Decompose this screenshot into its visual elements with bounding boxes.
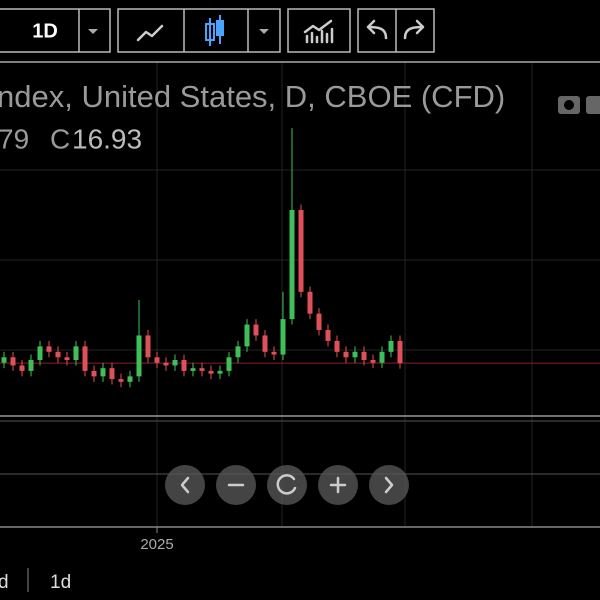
candle-body [370, 360, 376, 363]
candle-body [280, 319, 286, 355]
candle-body [73, 346, 79, 360]
candle-body [271, 351, 277, 355]
line-chart-icon[interactable] [136, 24, 164, 42]
candle-body [1, 357, 7, 363]
scroll-left-button[interactable] [165, 465, 205, 505]
candle-body [91, 370, 97, 377]
grid [0, 63, 600, 527]
candle-body [244, 324, 250, 347]
candle-body [55, 351, 61, 358]
reset-icon [276, 474, 297, 495]
candle-body [253, 324, 259, 336]
chevron [384, 476, 394, 494]
chart-type-group[interactable] [117, 8, 281, 53]
candle-body [217, 370, 223, 374]
close-value: 16.93 [72, 123, 142, 154]
candle-body [190, 368, 196, 371]
candle-icon[interactable] [205, 15, 224, 46]
candle-body [334, 340, 340, 352]
candles [0, 128, 600, 388]
zoom-controls [165, 465, 409, 505]
candle-body [397, 340, 403, 364]
toolbar: 1D [0, 8, 435, 53]
plus [329, 476, 347, 494]
candle-body [208, 370, 214, 374]
candle-body [46, 346, 52, 352]
range-button[interactable]: 1d [50, 572, 71, 593]
candle-body [262, 335, 268, 352]
undo-icon[interactable] [366, 19, 388, 40]
indicators-icon [303, 19, 334, 44]
candle-body [379, 351, 385, 363]
chevron [180, 476, 190, 494]
title-icons[interactable] [558, 96, 600, 114]
candle-body [235, 346, 241, 358]
legend-fragment: 79 [0, 123, 29, 154]
close-label: C [50, 123, 70, 154]
candle-body [136, 335, 142, 377]
dropdown-arrow[interactable] [88, 29, 98, 34]
candle-body [181, 360, 187, 371]
candle-body [352, 351, 358, 358]
candle-body [19, 365, 25, 371]
candle-body [316, 313, 322, 330]
candle-body [199, 368, 205, 371]
candle-body [289, 210, 295, 320]
candle-body [28, 360, 34, 371]
range-button[interactable]: d [0, 572, 9, 593]
candle-body [307, 291, 313, 314]
interval-label: 1D [32, 20, 58, 42]
candle-body [127, 376, 133, 382]
candle-body [109, 368, 115, 380]
scroll-right-button[interactable] [369, 465, 409, 505]
candle-body [325, 330, 331, 341]
candle-body [10, 357, 16, 366]
candle-body [82, 346, 88, 371]
reset-button[interactable] [267, 465, 307, 505]
x-tick-label: 2025 [140, 536, 173, 553]
redo-icon[interactable] [403, 19, 425, 40]
candle-body [361, 351, 367, 360]
candle-body [298, 210, 304, 292]
candle-body [100, 368, 106, 377]
candle-body [343, 351, 349, 358]
candle-body [118, 379, 124, 382]
symbol-title: ndex, United States, D, CBOE (CFD) [0, 79, 505, 114]
candle-body [388, 340, 394, 352]
candle-body [163, 362, 169, 366]
candle-body [154, 357, 160, 363]
dropdown-arrow[interactable] [259, 29, 269, 34]
candle-body [145, 335, 151, 358]
candle-body [37, 346, 43, 360]
candle-body [64, 357, 70, 360]
candle-body [226, 357, 232, 371]
candle-body [172, 360, 178, 366]
